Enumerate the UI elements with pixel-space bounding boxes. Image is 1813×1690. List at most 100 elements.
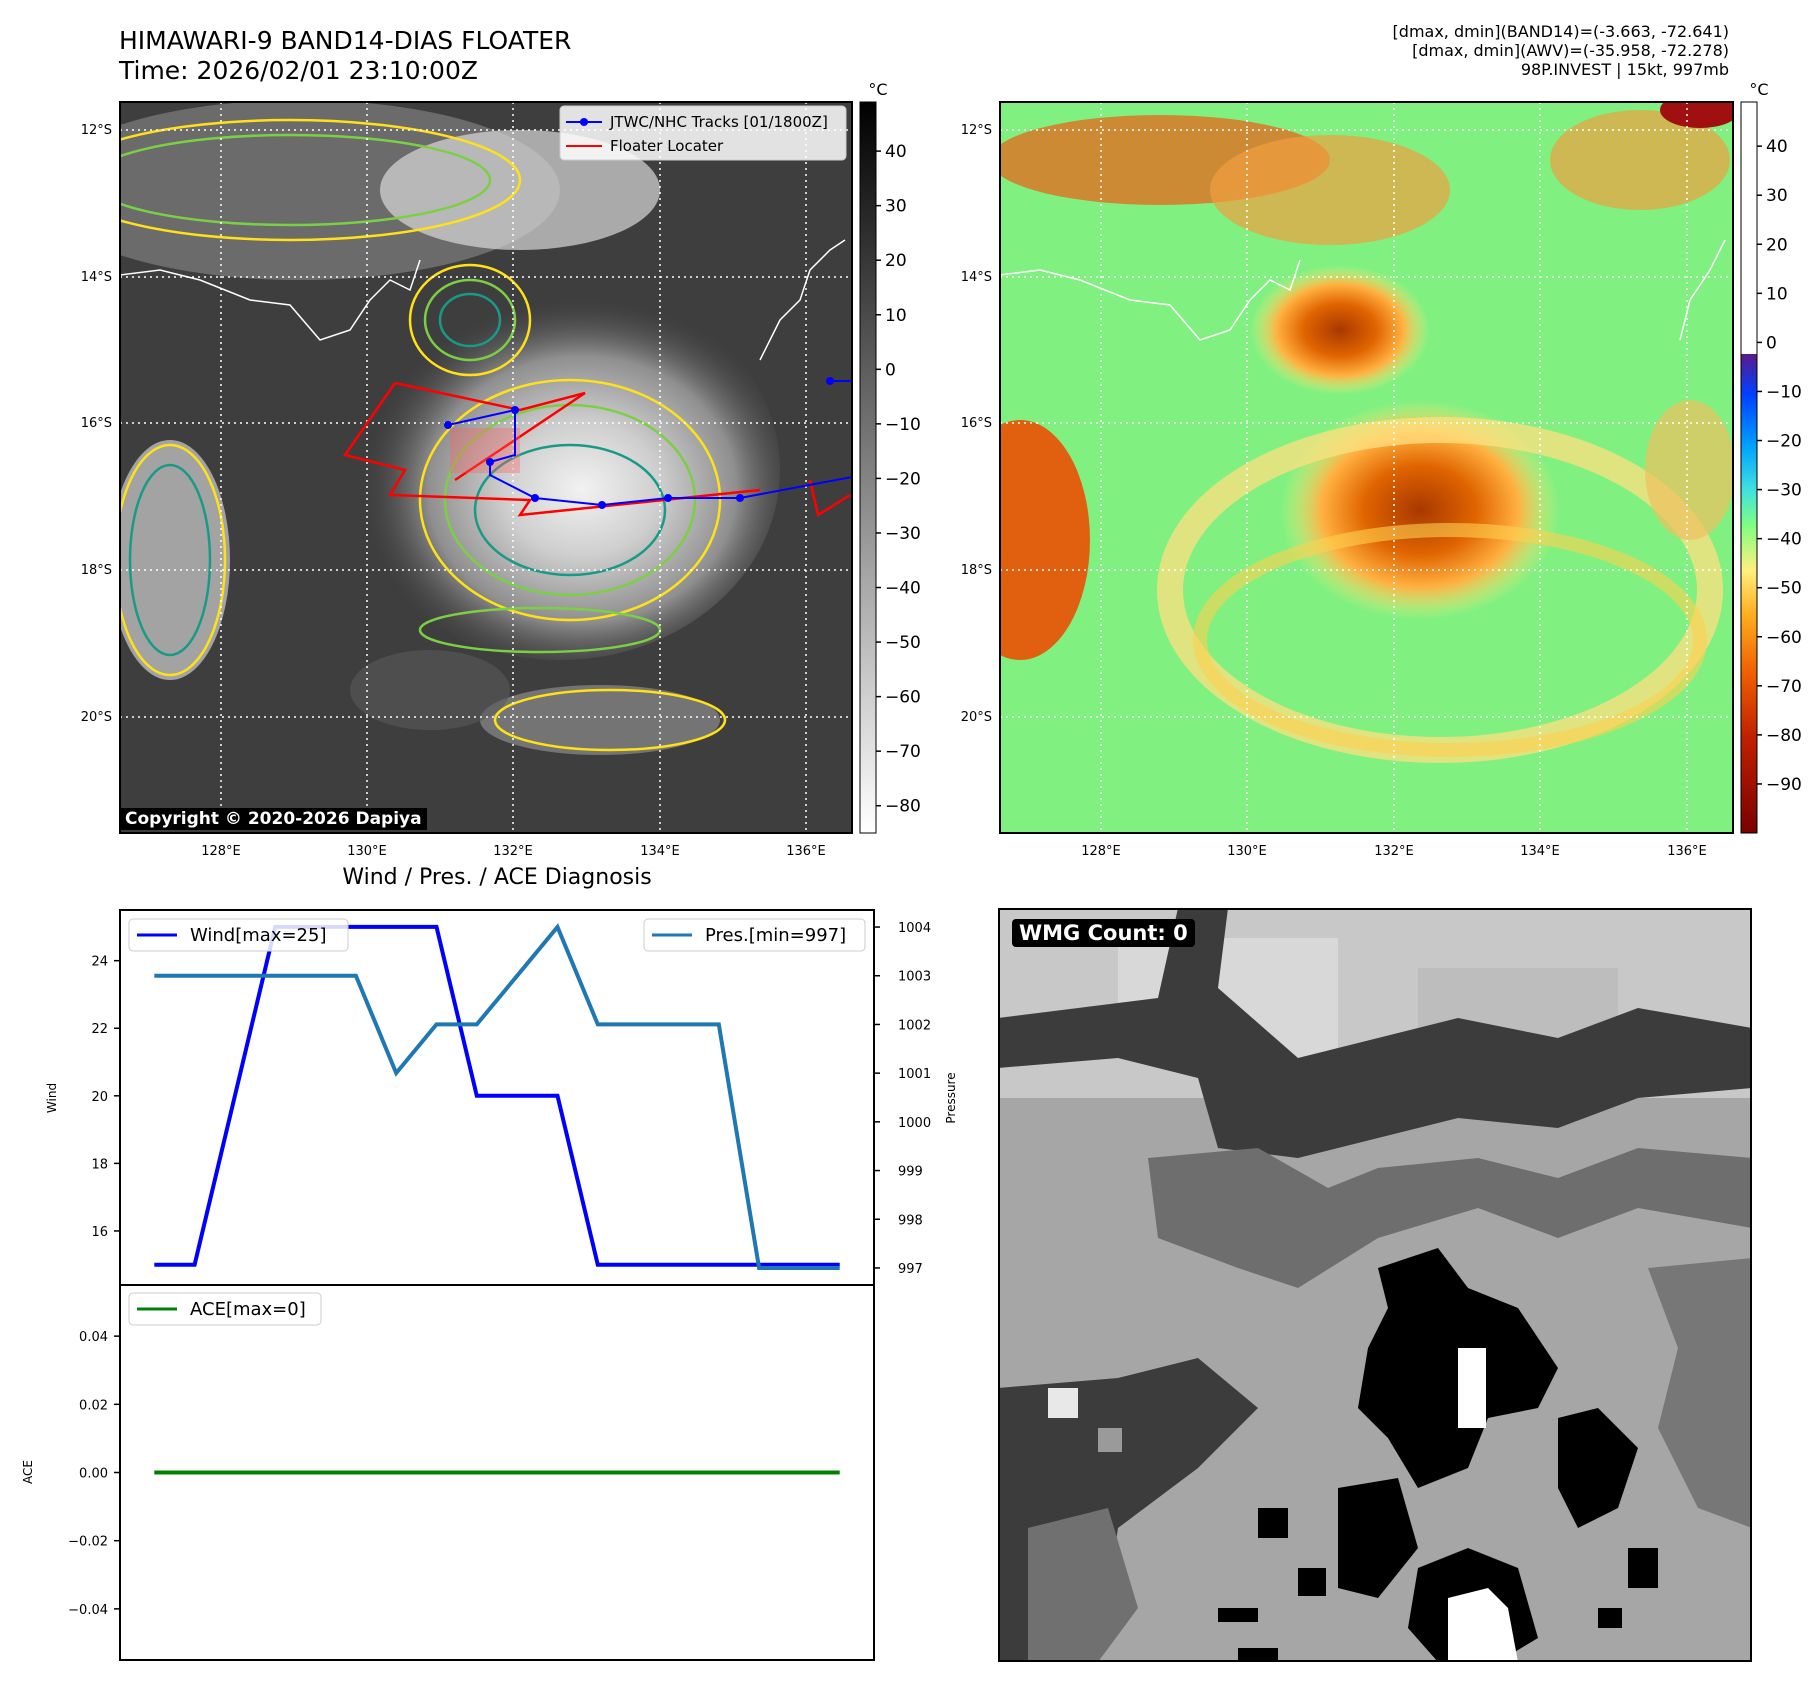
wind-tick-label: 22	[91, 1022, 108, 1037]
storm-info: [dmax, dmin](BAND14)=(-3.663, -72.641) […	[1393, 22, 1729, 79]
pressure-tick-label: 997	[898, 1262, 923, 1277]
ir-colorbar-unit: °C	[868, 80, 887, 99]
ir-lat-tick: 12°S	[81, 123, 112, 138]
colorbar-tick-label: 30	[885, 197, 907, 217]
colorbar-tick-label: −60	[1766, 628, 1802, 648]
wind-tick-label: 18	[91, 1157, 108, 1172]
ace-tick-label: 0.02	[79, 1398, 108, 1413]
info-awv-range: [dmax, dmin](AWV)=(-35.958, -72.278)	[1412, 41, 1729, 60]
figure-title: HIMAWARI-9 BAND14-DIAS FLOATER Time: 202…	[119, 26, 571, 86]
legend-floater-locater: Floater Locater	[610, 137, 724, 155]
awv-lat-tick: 20°S	[961, 710, 992, 725]
colorbar-tick-label: −30	[885, 524, 921, 544]
colorbar-tick-label: 10	[885, 306, 907, 326]
ir-frame	[119, 101, 853, 834]
colorbar-tick-label: −20	[885, 469, 921, 489]
wind-pres-lines	[154, 923, 840, 1270]
legend-jtwc-tracks: JTWC/NHC Tracks [01/1800Z]	[609, 113, 828, 131]
pressure-tick-label: 1000	[898, 1116, 931, 1131]
colorbar-tick-label: −50	[1766, 579, 1802, 599]
wind-legend: Wind[max=25]	[128, 918, 349, 952]
pressure-ylabel: Pressure	[944, 1072, 958, 1123]
colorbar-tick-label: −10	[885, 415, 921, 435]
awv-lon-tick: 128°E	[1081, 844, 1121, 859]
colorbar-tick-label: −60	[885, 688, 921, 708]
pres-legend-label: Pres.[min=997]	[705, 925, 846, 946]
colorbar-tick-label: 40	[1766, 137, 1788, 157]
wmg-count-badge: WMG Count: 0	[1012, 919, 1195, 947]
wind-series-line	[154, 924, 840, 1267]
ir-colorbar-ticks: 40 30 20 10 0 −10 −20 −30 −40 −50 −60 −70 −80	[876, 142, 921, 817]
awv-frame	[999, 101, 1734, 834]
wmg-image	[998, 908, 1752, 1662]
pressure-tick-label: 999	[898, 1165, 923, 1180]
wind-legend-label: Wind[max=25]	[190, 925, 327, 946]
pressure-tick-label: 998	[898, 1213, 923, 1228]
ir-lon-tick: 136°E	[786, 844, 826, 859]
ir-legend: JTWC/NHC Tracks [01/1800Z] Floater Locat…	[559, 105, 847, 161]
wind-axis-ticks: 16 18 20 22 24	[91, 955, 120, 1240]
ace-axis-ticks: 0.04 0.02 0.00 −0.02 −0.04	[68, 1330, 120, 1618]
info-band14-range: [dmax, dmin](BAND14)=(-3.663, -72.641)	[1392, 22, 1729, 41]
colorbar-tick-label: −80	[885, 797, 921, 817]
title-sensor: HIMAWARI-9 BAND14-DIAS FLOATER	[119, 26, 572, 55]
awv-lat-tick: 16°S	[961, 416, 992, 431]
awv-lat-tick: 18°S	[961, 563, 992, 578]
awv-lon-labels: 128°E 130°E 132°E 134°E 136°E	[1081, 844, 1707, 859]
wind-tick-label: 16	[91, 1225, 108, 1240]
wind-ylabel: Wind	[45, 1083, 59, 1113]
ir-lon-tick: 128°E	[201, 844, 241, 859]
wind-tick-label: 24	[91, 955, 108, 970]
ace-tick-label: 0.04	[79, 1330, 108, 1345]
colorbar-tick-label: −10	[1766, 382, 1802, 402]
pres-legend: Pres.[min=997]	[643, 918, 866, 952]
title-time: Time: 2026/02/01 23:10:00Z	[119, 56, 478, 85]
diag-title: Wind / Pres. / ACE Diagnosis	[342, 865, 652, 890]
ir-image	[120, 102, 852, 833]
ir-lat-tick: 20°S	[81, 710, 112, 725]
info-storm: 98P.INVEST | 15kt, 997mb	[1520, 60, 1729, 79]
ir-lon-tick: 134°E	[640, 844, 680, 859]
ace-legend: ACE[max=0]	[128, 1292, 322, 1326]
awv-image	[1000, 102, 1733, 833]
awv-lon-tick: 134°E	[1520, 844, 1560, 859]
awv-colorbar-unit: °C	[1749, 80, 1768, 99]
ir-lon-tick: 132°E	[493, 844, 533, 859]
ir-colorbar	[859, 101, 877, 834]
colorbar-tick-label: 10	[1766, 284, 1788, 304]
awv-lat-tick: 12°S	[961, 123, 992, 138]
colorbar-tick-label: −40	[1766, 530, 1802, 550]
pressure-tick-label: 1004	[898, 921, 931, 936]
ir-lat-tick: 18°S	[81, 563, 112, 578]
ir-lon-labels: 128°E 130°E 132°E 134°E 136°E	[201, 844, 826, 859]
wmg-frame	[998, 908, 1752, 1662]
ace-tick-label: 0.00	[79, 1467, 108, 1482]
ir-lat-tick: 16°S	[81, 416, 112, 431]
awv-lat-labels: 12°S 14°S 16°S 18°S 20°S	[961, 123, 992, 725]
ace-tick-label: −0.04	[68, 1603, 108, 1618]
awv-colorbar	[1740, 101, 1758, 834]
colorbar-tick-label: −90	[1766, 775, 1802, 795]
awv-gridlines	[1000, 102, 1733, 833]
ir-lon-tick: 130°E	[347, 844, 387, 859]
colorbar-tick-label: 40	[885, 142, 907, 162]
colorbar-tick-label: −40	[885, 579, 921, 599]
colorbar-tick-label: −20	[1766, 432, 1802, 452]
diag-panel: 16 18 20 22 24 997 998 999 1000 1001 1002 1003 1004…	[21, 909, 958, 1661]
pressure-axis-ticks: 997 998 999 1000 1001 1002 1003 1004	[874, 921, 931, 1277]
pressure-tick-label: 1003	[898, 970, 931, 985]
colorbar-tick-label: −70	[1766, 677, 1802, 697]
colorbar-tick-label: −50	[885, 633, 921, 653]
jtwc-track	[444, 377, 852, 509]
awv-colorbar-ticks: 40 30 20 10 0 −10 −20 −30 −40 −50 −60 −70 −80 −90	[1757, 137, 1802, 795]
awv-lat-tick: 14°S	[961, 270, 992, 285]
awv-lon-tick: 136°E	[1667, 844, 1707, 859]
ir-gridlines	[120, 102, 852, 833]
colorbar-tick-label: 20	[1766, 235, 1788, 255]
ace-tick-label: −0.02	[68, 1535, 108, 1550]
colorbar-tick-label: −30	[1766, 481, 1802, 501]
colorbar-tick-label: 0	[1766, 333, 1777, 353]
awv-lon-tick: 132°E	[1374, 844, 1414, 859]
colorbar-tick-label: 0	[885, 360, 896, 380]
pressure-tick-label: 1001	[898, 1067, 931, 1082]
